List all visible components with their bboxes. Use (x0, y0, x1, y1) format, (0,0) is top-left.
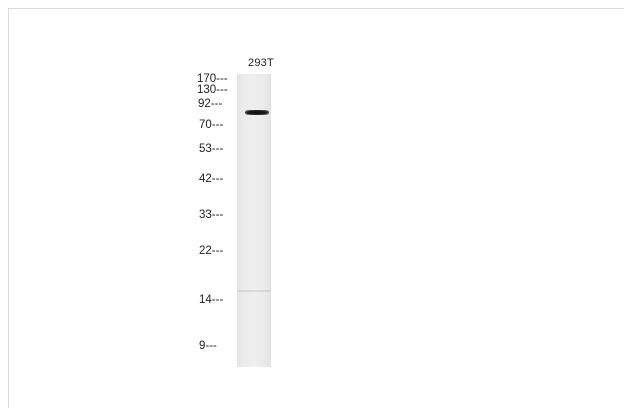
figure-frame (8, 8, 624, 408)
marker-53: 53--- (199, 143, 224, 155)
protein-band (245, 110, 269, 115)
marker-42: 42--- (199, 173, 224, 185)
marker-92: 92--- (198, 98, 223, 110)
blot-lane (237, 74, 271, 367)
western-blot: 293T 170--- 130--- 92--- 70--- 53--- 42-… (197, 57, 274, 367)
marker-33: 33--- (199, 209, 224, 221)
marker-70: 70--- (199, 119, 224, 131)
marker-170: 170--- (197, 73, 228, 85)
lane-label: 293T (248, 57, 274, 69)
marker-130: 130--- (197, 84, 228, 96)
marker-14: 14--- (199, 294, 224, 306)
marker-9: 9--- (199, 340, 217, 352)
marker-22: 22--- (199, 245, 224, 257)
